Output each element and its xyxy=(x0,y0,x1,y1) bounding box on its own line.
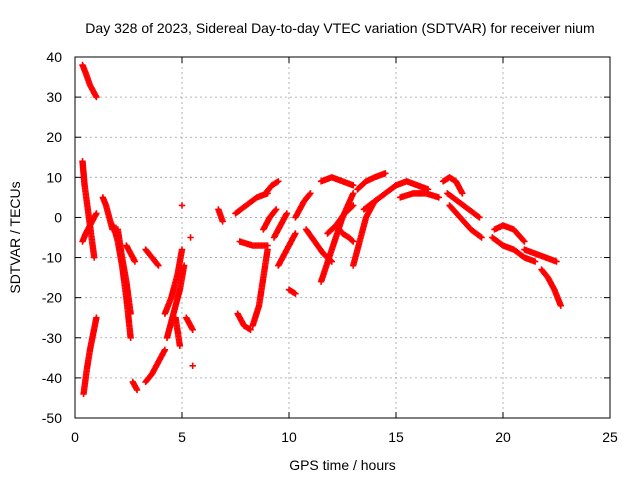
x-tick-label: 15 xyxy=(388,429,404,445)
scatter-point xyxy=(272,207,279,214)
scatter-point xyxy=(478,234,485,241)
scatter-point xyxy=(275,178,282,185)
scatter-point xyxy=(557,302,564,309)
scatter-point xyxy=(553,258,560,265)
scatter-point xyxy=(435,194,442,201)
x-axis-title: GPS time / hours xyxy=(289,457,396,473)
scatter-point xyxy=(219,218,226,225)
chart-title: Day 328 of 2023, Sidereal Day-to-day VTE… xyxy=(85,20,594,36)
scatter-point xyxy=(350,190,357,197)
scatter-point xyxy=(306,191,313,198)
scatter-point xyxy=(178,202,186,209)
scatter-point xyxy=(180,262,188,269)
scatter-point xyxy=(245,325,253,333)
scatter-point xyxy=(247,326,254,333)
scatter-point xyxy=(187,234,194,241)
y-tick-label: -20 xyxy=(42,290,62,306)
scatter-point xyxy=(131,258,139,265)
scatter-point xyxy=(521,238,528,245)
scatter-point xyxy=(176,342,184,349)
y-tick-label: -50 xyxy=(42,410,62,426)
scatter-point xyxy=(133,386,141,394)
scatter-point xyxy=(127,310,134,317)
scatter-point xyxy=(178,246,186,253)
scatter-point xyxy=(290,289,298,297)
scatter-point xyxy=(348,237,356,244)
scatter-point xyxy=(382,170,389,177)
scatter-points xyxy=(79,61,564,398)
scatter-point xyxy=(476,214,483,221)
scatter-point xyxy=(155,262,162,269)
y-tick-label: 10 xyxy=(46,169,62,185)
axis-ticks: 0 5 10 15 20 25 -50 -40 -30 -20 -10 0 10 20 30 40 xyxy=(42,49,618,445)
scatter-point xyxy=(154,261,161,268)
scatter-point xyxy=(350,202,357,209)
y-tick-label: 20 xyxy=(46,129,62,145)
scatter-point xyxy=(93,210,100,217)
scatter-point xyxy=(477,233,484,240)
scatter-point xyxy=(292,230,299,237)
y-tick-label: 0 xyxy=(54,209,62,225)
scatter-point xyxy=(283,210,291,217)
scatter-point xyxy=(475,213,482,220)
x-tick-label: 25 xyxy=(602,429,618,445)
y-tick-label: -30 xyxy=(42,330,62,346)
x-tick-label: 5 xyxy=(178,429,186,445)
scatter-point xyxy=(350,238,357,245)
y-axis-title: SDTVAR / TECUs xyxy=(7,181,23,293)
scatter-point xyxy=(348,203,356,210)
x-tick-label: 10 xyxy=(281,429,297,445)
scatter-point xyxy=(292,290,299,297)
scatter-point xyxy=(520,237,527,244)
scatter-point xyxy=(307,190,314,197)
scatter-point xyxy=(531,258,539,265)
scatter-point xyxy=(93,93,100,101)
scatter-point xyxy=(189,326,196,333)
y-tick-label: 30 xyxy=(46,89,62,105)
y-tick-label: 40 xyxy=(46,49,62,65)
scatter-point xyxy=(350,182,357,189)
x-tick-label: 20 xyxy=(495,429,511,445)
scatter-point xyxy=(91,254,98,261)
scatter-point xyxy=(272,206,280,213)
scatter-point xyxy=(127,334,134,341)
x-tick-label: 0 xyxy=(71,429,79,445)
scatter-point xyxy=(273,178,281,186)
plot-frame xyxy=(74,56,611,419)
scatter-point xyxy=(93,314,100,321)
scatter-point xyxy=(459,190,466,197)
scatter-point xyxy=(189,362,196,370)
y-tick-label: -10 xyxy=(42,250,62,266)
scatter-point xyxy=(264,242,271,249)
y-tick-label: -40 xyxy=(42,370,62,386)
scatter-point xyxy=(161,346,169,354)
